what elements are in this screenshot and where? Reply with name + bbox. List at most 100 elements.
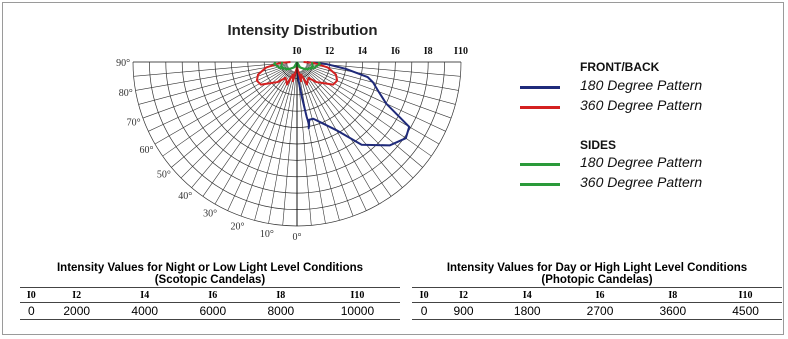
- header-cell: I8: [636, 287, 710, 303]
- grid-spoke: [268, 71, 296, 224]
- header-cell: I6: [178, 287, 247, 303]
- angle-label: 10°: [260, 229, 274, 240]
- grid-spoke: [135, 63, 288, 91]
- value-cell: 4000: [110, 302, 179, 320]
- grid-spoke: [305, 66, 440, 145]
- series-front-180-line: [296, 61, 411, 147]
- series-front-360-line: [296, 61, 339, 86]
- series-sides-360-line: [280, 61, 298, 71]
- angle-label: 40°: [178, 191, 192, 202]
- header-cell: I0: [20, 287, 43, 303]
- value-cell: 10000: [314, 302, 400, 320]
- table-header-row: I0 I2 I4 I6 I8 I10: [20, 287, 400, 303]
- value-cell: 900: [436, 302, 491, 320]
- table-row: 0 2000 4000 6000 8000 10000: [20, 302, 400, 320]
- chart-title: Intensity Distribution: [227, 22, 378, 39]
- value-cell: 6000: [178, 302, 247, 320]
- day-table-subtitle: (Photopic Candelas): [541, 274, 653, 286]
- radial-tick-label: I2: [325, 46, 334, 57]
- legend-sides-180-label: 180 Degree Pattern: [580, 154, 703, 170]
- legend-sides-heading: SIDES: [580, 138, 617, 152]
- grid-spoke: [202, 69, 292, 197]
- angle-label: 30°: [203, 209, 217, 220]
- grid-spoke: [162, 67, 290, 157]
- series-front-360-line: [255, 61, 298, 86]
- figure-frame: [2, 2, 784, 335]
- grid-spoke: [299, 71, 340, 221]
- grid-spoke: [303, 69, 403, 188]
- night-table-subtitle: (Scotopic Candelas): [154, 274, 266, 286]
- value-cell: 2700: [563, 302, 637, 320]
- grid-spoke: [142, 65, 288, 119]
- grid-spoke: [306, 63, 459, 91]
- angle-label: 60°: [139, 145, 153, 156]
- header-cell: I2: [42, 287, 111, 303]
- grid-spoke: [227, 70, 294, 211]
- grid-spoke: [303, 68, 414, 179]
- grid-spoke: [302, 69, 392, 197]
- grid-spoke: [305, 65, 446, 132]
- grid-spoke: [191, 69, 291, 188]
- header-cell: I4: [110, 287, 179, 303]
- night-values-table: I0 I2 I4 I6 I8 I10 0 2000 4000 6000 8000…: [20, 287, 400, 320]
- header-cell: I6: [563, 287, 637, 303]
- day-table: Intensity Values for Day or High Light L…: [412, 262, 782, 320]
- header-cell: I2: [436, 287, 491, 303]
- legend-sides-360-label: 360 Degree Pattern: [580, 174, 703, 190]
- header-cell: I4: [490, 287, 564, 303]
- radial-tick-label: I10: [454, 46, 468, 57]
- grid-spoke: [304, 67, 432, 157]
- grid-spoke: [301, 70, 380, 205]
- value-cell: 0: [412, 302, 437, 320]
- table-header-row: I0 I2 I4 I6 I8 I10: [412, 287, 782, 303]
- legend-front-360-swatch: [520, 106, 560, 109]
- series-sides-360-line: [296, 61, 314, 71]
- day-values-table: I0 I2 I4 I6 I8 I10 0 900 1800 2700 3600 …: [412, 287, 782, 320]
- grid-spoke: [154, 66, 289, 145]
- value-cell: 2000: [42, 302, 111, 320]
- radial-tick-label: I0: [293, 46, 302, 57]
- grid-spoke: [180, 68, 291, 179]
- header-cell: I8: [246, 287, 315, 303]
- header-cell: I10: [314, 287, 400, 303]
- legend-front-back-heading: FRONT/BACK: [580, 60, 660, 74]
- grid-spoke: [254, 71, 295, 221]
- grid-spoke: [214, 70, 293, 205]
- grid-spoke: [297, 71, 312, 226]
- angle-label: 90°: [116, 58, 130, 69]
- header-cell: I0: [412, 287, 437, 303]
- angle-label: 50°: [157, 170, 171, 181]
- angle-label: 70°: [127, 117, 141, 128]
- radial-tick-label: I6: [391, 46, 400, 57]
- radial-tick-label: I8: [424, 46, 433, 57]
- value-cell: 1800: [490, 302, 564, 320]
- legend-sides-180-swatch: [520, 163, 560, 166]
- header-cell: I10: [709, 287, 782, 303]
- legend-front-360-label: 360 Degree Pattern: [580, 97, 703, 113]
- angle-label: 20°: [231, 221, 245, 232]
- grid-spoke: [133, 62, 288, 77]
- grid-spoke: [171, 68, 290, 168]
- night-table: Intensity Values for Night or Low Light …: [20, 262, 400, 320]
- night-table-title: Intensity Values for Night or Low Light …: [56, 262, 364, 274]
- value-cell: 4500: [709, 302, 782, 320]
- value-cell: 8000: [246, 302, 315, 320]
- grid-spoke: [304, 68, 423, 168]
- grid-spoke: [240, 71, 294, 217]
- value-cell: 3600: [636, 302, 710, 320]
- day-table-title: Intensity Values for Day or High Light L…: [446, 262, 748, 274]
- value-cell: 0: [20, 302, 43, 320]
- angle-label: 80°: [119, 88, 133, 99]
- angle-label: 0°: [293, 232, 302, 243]
- grid-spoke: [300, 71, 354, 217]
- grid-spoke: [300, 70, 367, 211]
- grid-spoke: [282, 71, 297, 226]
- polar-chart: I0 I2 I4 I6 I8 I10 0° 10° 20° 30° 40° 50° 60° 70° 80° 9…: [116, 46, 468, 243]
- legend-front-180-swatch: [520, 86, 560, 89]
- legend-front-180-label: 180 Degree Pattern: [580, 77, 703, 93]
- legend-sides-360-swatch: [520, 183, 560, 186]
- grid-spoke: [148, 65, 289, 132]
- grid-spoke: [298, 71, 326, 224]
- radial-tick-label: I4: [358, 46, 367, 57]
- table-row: 0 900 1800 2700 3600 4500: [412, 302, 782, 320]
